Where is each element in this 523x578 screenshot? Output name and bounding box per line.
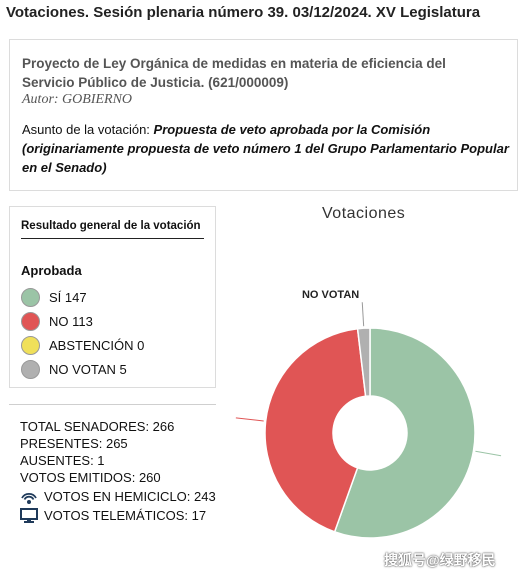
legend-label: SÍ 147 <box>49 289 87 305</box>
pie-label-no-votan: NO VOTAN <box>302 289 359 301</box>
stat-presentes: PRESENTES: 265 <box>20 436 128 451</box>
legend-item-si: SÍ 147 <box>21 285 144 309</box>
legend-item-no-votan: NO VOTAN 5 <box>21 357 144 381</box>
page-title: Votaciones. Sesión plenaria número 39. 0… <box>6 4 481 21</box>
legend-dot-icon <box>21 311 40 331</box>
watermark-text: 搜狐号@绿野移民 <box>384 552 496 568</box>
result-heading: Resultado general de la votación <box>21 219 204 239</box>
stat-hemiciclo: VOTOS EN HEMICICLO: 243 <box>20 488 220 505</box>
leader-line-no-votan <box>361 302 365 327</box>
leader-line-no <box>235 417 264 422</box>
vote-legend: SÍ 147 NO 113 ABSTENCIÓN 0 NO VOTAN 5 <box>21 285 144 381</box>
legend-label: NO 113 <box>49 313 93 329</box>
wifi-signal-icon <box>20 489 40 505</box>
leader-line-si <box>475 450 502 457</box>
law-author: Autor: GOBIERNO <box>22 92 133 107</box>
pie-slice-no-votan <box>356 327 371 398</box>
stat-ausentes: AUSENTES: 1 <box>20 453 105 468</box>
monitor-icon <box>20 507 40 524</box>
law-title: Proyecto de Ley Orgánica de medidas en m… <box>22 56 446 90</box>
legend-label: ABSTENCIÓN 0 <box>49 337 145 353</box>
legend-item-no: NO 113 <box>21 309 144 333</box>
stat-total: TOTAL SENADORES: 266 <box>20 419 175 434</box>
legend-item-abstencion: ABSTENCIÓN 0 <box>21 333 144 357</box>
legend-dot-icon <box>21 335 40 355</box>
stat-emitidos: VOTOS EMITIDOS: 260 <box>20 470 161 485</box>
result-status: Aprobada <box>21 263 82 278</box>
law-info-panel: Proyecto de Ley Orgánica de medidas en m… <box>9 39 518 191</box>
vote-stats: TOTAL SENADORES: 266 PRESENTES: 265 AUSE… <box>20 418 220 524</box>
pie-slice-no <box>264 327 367 533</box>
chart-title: Votaciones <box>322 205 406 222</box>
vote-subject-label: Asunto de la votación: <box>22 122 154 137</box>
vote-donut-chart: NO VOTAN <box>235 289 502 539</box>
vote-subject-text: Propuesta de veto aprobada por la Comisi… <box>22 122 509 175</box>
legend-label: NO VOTAN 5 <box>49 361 127 377</box>
legend-dot-icon <box>21 287 40 307</box>
result-panel: Resultado general de la votación Aprobad… <box>9 206 216 388</box>
stat-telematicos-text: VOTOS TELEMÁTICOS: 17 <box>44 508 207 523</box>
stat-hemiciclo-text: VOTOS EN HEMICICLO: 243 <box>44 489 216 504</box>
pie-slice-sí <box>333 327 476 539</box>
legend-dot-icon <box>21 359 40 379</box>
vote-subject: Asunto de la votación: Propuesta de veto… <box>22 120 510 177</box>
stat-telematicos: VOTOS TELEMÁTICOS: 17 <box>20 507 220 524</box>
stats-divider <box>9 404 216 405</box>
